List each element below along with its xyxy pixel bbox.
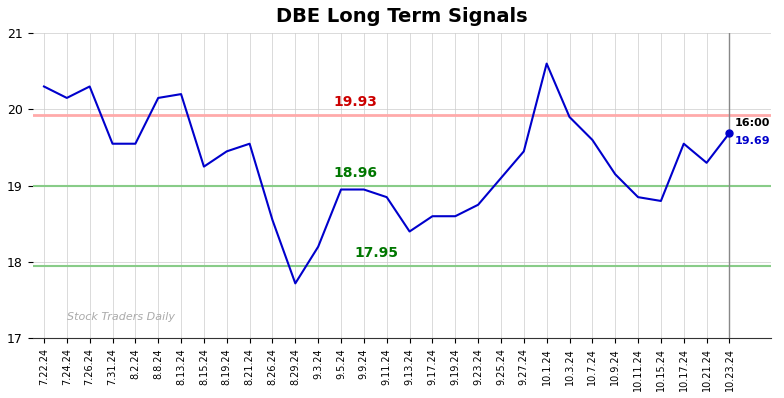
Text: 18.96: 18.96 [334,166,378,180]
Text: 17.95: 17.95 [355,246,399,260]
Title: DBE Long Term Signals: DBE Long Term Signals [276,7,528,26]
Text: Stock Traders Daily: Stock Traders Daily [67,312,175,322]
Text: 19.69: 19.69 [735,136,771,146]
Text: 16:00: 16:00 [735,118,771,128]
Text: 19.93: 19.93 [334,96,378,109]
